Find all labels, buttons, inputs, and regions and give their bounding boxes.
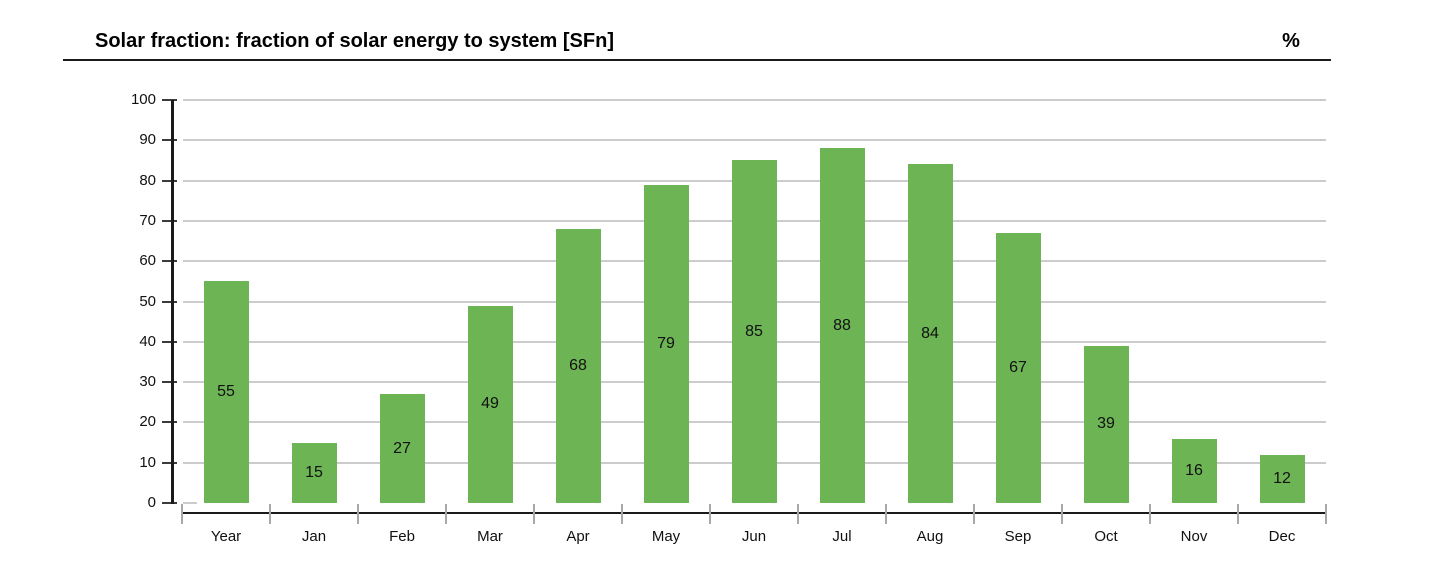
x-axis-boundary-tick bbox=[709, 504, 711, 524]
y-axis-tick-label: 100 bbox=[130, 91, 156, 108]
bar-value-label: 49 bbox=[481, 395, 499, 413]
y-gridline bbox=[183, 502, 197, 504]
x-axis-boundary-tick bbox=[445, 504, 447, 524]
y-axis-tick bbox=[162, 99, 177, 101]
x-axis-category-label: Apr bbox=[566, 528, 590, 545]
y-axis-line bbox=[171, 100, 174, 504]
x-axis-category-label: Jun bbox=[741, 528, 767, 545]
x-axis-boundary-tick bbox=[1325, 504, 1327, 524]
x-axis-boundary-tick bbox=[1237, 504, 1239, 524]
bar-value-label: 39 bbox=[1097, 415, 1115, 433]
x-axis-boundary-tick bbox=[269, 504, 271, 524]
x-axis-category-label: May bbox=[651, 528, 681, 545]
x-axis-boundary-tick bbox=[1149, 504, 1151, 524]
x-axis-category-label: Oct bbox=[1094, 528, 1118, 545]
y-axis-tick bbox=[162, 219, 177, 222]
y-axis-tick bbox=[162, 461, 177, 464]
bar-year: 55 bbox=[203, 281, 249, 503]
y-axis-tick bbox=[162, 139, 177, 142]
y-axis-tick-label: 50 bbox=[139, 292, 156, 310]
x-axis-boundary-tick bbox=[621, 504, 623, 524]
bar-value-label: 79 bbox=[657, 334, 675, 352]
bar-jun: 85 bbox=[731, 160, 777, 503]
y-axis-tick-label: 90 bbox=[139, 131, 156, 149]
y-axis-tick bbox=[162, 300, 177, 303]
y-gridline bbox=[183, 139, 1326, 142]
bar-value-label: 16 bbox=[1185, 461, 1203, 479]
y-axis-tick bbox=[162, 260, 177, 263]
title-underline bbox=[63, 59, 1331, 61]
y-axis-tick bbox=[162, 502, 177, 504]
x-axis-boundary-tick bbox=[1061, 504, 1063, 524]
y-axis-tick bbox=[162, 340, 177, 343]
y-axis-tick bbox=[162, 381, 177, 384]
bar-aug: 84 bbox=[907, 164, 953, 503]
x-axis-boundary-tick bbox=[797, 504, 799, 524]
bar-may: 79 bbox=[643, 184, 689, 503]
bar-value-label: 85 bbox=[745, 322, 763, 340]
x-axis-line bbox=[182, 512, 1326, 514]
bar-mar: 49 bbox=[467, 305, 513, 503]
bar-value-label: 67 bbox=[1009, 358, 1027, 376]
x-axis-category-label: Nov bbox=[1180, 528, 1208, 545]
y-axis-tick-label: 20 bbox=[139, 413, 156, 431]
x-axis-boundary-tick bbox=[973, 504, 975, 524]
bar-value-label: 68 bbox=[569, 356, 587, 374]
x-axis-category-label: Jan bbox=[301, 528, 327, 545]
bar-feb: 27 bbox=[379, 394, 425, 503]
y-axis-tick-label: 70 bbox=[139, 211, 156, 229]
bar-oct: 39 bbox=[1083, 345, 1129, 503]
bar-sep: 67 bbox=[995, 232, 1041, 503]
x-axis-category-label: Dec bbox=[1268, 528, 1296, 545]
bar-jul: 88 bbox=[819, 148, 865, 503]
y-axis-tick-label: 30 bbox=[139, 373, 156, 391]
x-axis-category-label: Aug bbox=[916, 528, 944, 545]
y-axis-tick-label: 80 bbox=[139, 171, 156, 189]
x-axis-category-label: Feb bbox=[389, 528, 415, 545]
bar-nov: 16 bbox=[1171, 438, 1217, 503]
chart-unit-label: % bbox=[1282, 30, 1300, 52]
bar-dec: 12 bbox=[1259, 454, 1305, 503]
x-axis-boundary-tick bbox=[533, 504, 535, 524]
bar-value-label: 12 bbox=[1273, 469, 1291, 487]
bar-value-label: 55 bbox=[217, 383, 235, 401]
chart-title: Solar fraction: fraction of solar energy… bbox=[95, 30, 614, 52]
x-axis-category-label: Mar bbox=[477, 528, 503, 545]
x-axis-boundary-tick bbox=[885, 504, 887, 524]
x-axis-category-label: Jul bbox=[832, 528, 852, 545]
y-gridline bbox=[183, 99, 1326, 101]
bar-apr: 68 bbox=[555, 228, 601, 503]
y-axis-tick bbox=[162, 179, 177, 182]
bar-jan: 15 bbox=[291, 442, 337, 503]
x-axis-boundary-tick bbox=[357, 504, 359, 524]
bar-value-label: 27 bbox=[393, 439, 411, 457]
x-axis-boundary-tick bbox=[181, 504, 183, 524]
y-axis-tick-label: 0 bbox=[147, 494, 156, 511]
x-axis-category-label: Year bbox=[210, 528, 242, 545]
y-axis-tick-label: 60 bbox=[139, 252, 156, 270]
y-axis-tick bbox=[162, 421, 177, 424]
x-axis-category-label: Sep bbox=[1004, 528, 1032, 545]
bar-value-label: 88 bbox=[833, 316, 851, 334]
bar-value-label: 84 bbox=[921, 324, 939, 342]
y-axis-tick-label: 40 bbox=[139, 332, 156, 350]
bar-value-label: 15 bbox=[305, 463, 323, 481]
y-axis-tick-label: 10 bbox=[139, 453, 156, 471]
